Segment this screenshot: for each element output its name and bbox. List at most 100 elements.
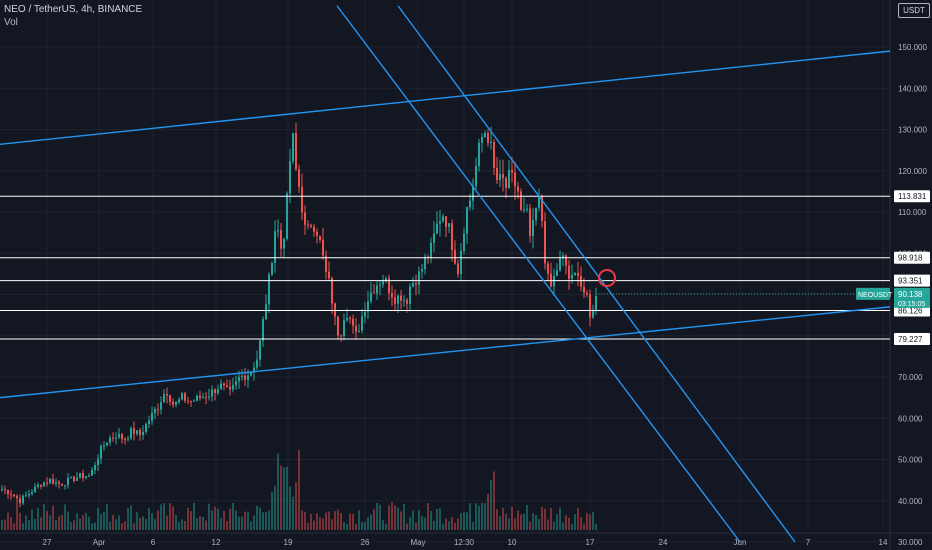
x-tick-label: 12:30 — [454, 538, 475, 547]
volume-bar — [373, 509, 375, 530]
currency-button[interactable]: USDT — [898, 3, 930, 18]
volume-bar — [307, 522, 309, 530]
volume-bar — [289, 486, 291, 530]
symbol-label: NEOUSDT — [858, 292, 893, 299]
volume-bar — [550, 507, 552, 530]
volume-bar — [193, 502, 195, 530]
candle-body — [364, 311, 366, 317]
candle-body — [37, 484, 39, 487]
y-tick-label: 150.000 — [898, 43, 927, 52]
candle-body — [337, 316, 339, 336]
volume-bar — [271, 492, 273, 530]
candle-body — [154, 409, 156, 413]
volume-bar — [514, 518, 516, 530]
candle-body — [193, 400, 195, 402]
volume-bar — [553, 521, 555, 530]
candle-body — [112, 437, 114, 439]
volume-bar — [400, 511, 402, 530]
x-tick-label: 26 — [361, 538, 370, 547]
volume-bar — [517, 510, 519, 530]
candle-body — [205, 396, 207, 398]
candle-body — [325, 255, 327, 272]
candle-body — [499, 174, 501, 181]
candle-body — [124, 439, 126, 441]
volume-bar — [505, 513, 507, 530]
volume-bar — [244, 511, 246, 530]
candle-body — [478, 142, 480, 166]
volume-bar — [151, 513, 153, 530]
volume-bar — [343, 521, 345, 530]
candle-body — [463, 233, 465, 251]
volume-bar — [427, 503, 429, 530]
volume-bar — [313, 520, 315, 530]
volume-bar — [280, 465, 282, 530]
candle-body — [514, 172, 516, 187]
candle-body — [382, 281, 384, 285]
candle-body — [274, 231, 276, 264]
x-tick-label: 10 — [508, 538, 517, 547]
volume-bar — [328, 511, 330, 530]
volume-bar — [577, 508, 579, 530]
volume-bar — [268, 510, 270, 530]
volume-bar — [100, 513, 102, 530]
volume-bar — [256, 505, 258, 530]
candle-body — [412, 283, 414, 287]
volume-bar — [340, 513, 342, 530]
candle-body — [232, 385, 234, 390]
candle-body — [367, 301, 369, 312]
candle-body — [196, 395, 198, 401]
candle-body — [91, 469, 93, 476]
volume-bar — [4, 519, 6, 530]
candle-body — [529, 208, 531, 237]
volume-bar — [469, 503, 471, 530]
volume-bar — [397, 507, 399, 530]
volume-bar — [448, 521, 450, 530]
candle-body — [346, 317, 348, 321]
volume-bar — [559, 507, 561, 530]
volume-bar — [82, 515, 84, 530]
volume-bar — [127, 507, 129, 530]
volume-bar — [226, 521, 228, 530]
candle-body — [541, 196, 543, 222]
candle-body — [184, 393, 186, 401]
volume-bar — [181, 519, 183, 530]
candle-body — [328, 271, 330, 279]
candle-body — [454, 249, 456, 264]
volume-bar — [346, 523, 348, 530]
candle-body — [457, 263, 459, 275]
candle-body — [544, 221, 546, 264]
volume-bar — [385, 523, 387, 530]
volume-bar — [526, 504, 528, 530]
candle-body — [280, 229, 282, 249]
volume-bar — [361, 521, 363, 530]
volume-bar — [415, 522, 417, 530]
y-tick-label: 110.000 — [898, 208, 927, 217]
candle-body — [559, 257, 561, 271]
level-price-tag — [894, 251, 930, 264]
candle-body — [415, 283, 417, 285]
candle-body — [4, 489, 6, 491]
x-tick-label: 6 — [151, 538, 156, 547]
candle-body — [247, 375, 249, 380]
volume-bar — [160, 504, 162, 530]
candle-body — [88, 475, 90, 477]
candle-body — [202, 396, 204, 399]
volume-bar — [376, 502, 378, 530]
volume-bar — [574, 514, 576, 530]
candle-body — [439, 221, 441, 224]
volume-bar — [382, 520, 384, 530]
trendline-descending-b — [397, 5, 796, 543]
candle-body — [352, 318, 354, 326]
candle-body — [418, 271, 420, 285]
candle-body — [532, 219, 534, 237]
countdown-label: 03:15:05 — [898, 301, 925, 308]
candle-body — [355, 325, 357, 332]
volume-bar — [466, 512, 468, 530]
volume-bar — [349, 513, 351, 530]
volume-bar — [364, 522, 366, 530]
volume-bar — [112, 515, 114, 530]
volume-bar — [292, 496, 294, 530]
candle-body — [85, 476, 87, 479]
y-tick-label: 60.000 — [898, 414, 923, 423]
